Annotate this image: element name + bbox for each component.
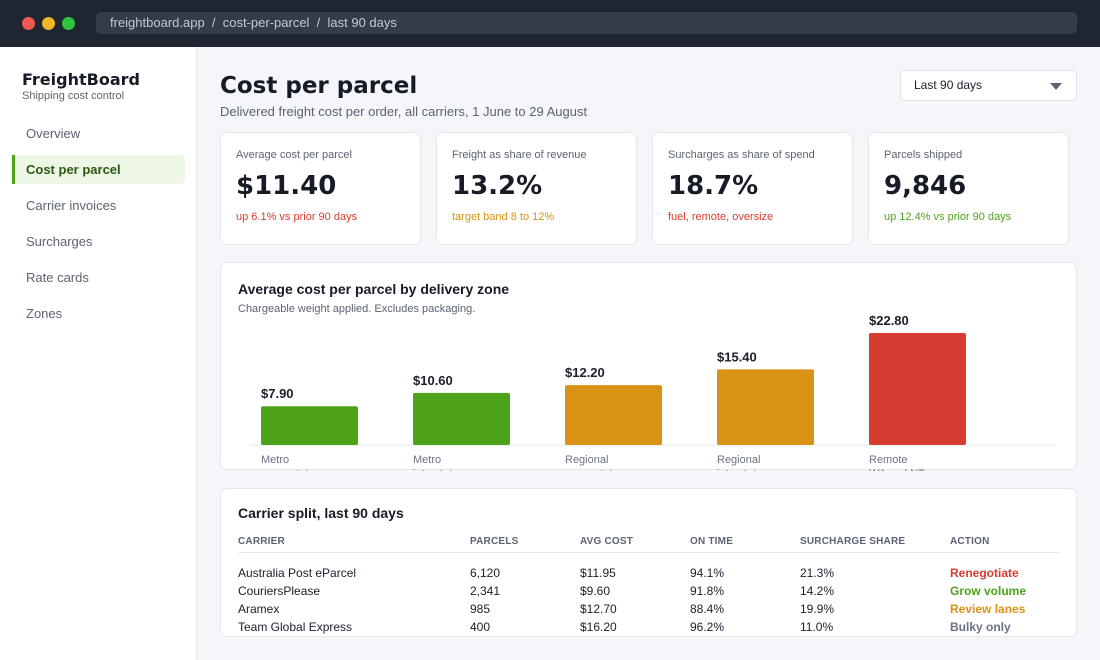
kpi-label: Surcharges as share of spend (668, 149, 815, 161)
x-tick-label: interstate (717, 468, 762, 471)
url-part-range: last 90 days (327, 15, 397, 30)
bar-zone-4 (717, 369, 814, 445)
kpi-card-surcharge-share: Surcharges as share of spend 18.7% fuel,… (652, 132, 853, 245)
cell-surcharge-share: 14.2% (800, 584, 835, 598)
carrier-split-card: Carrier split, last 90 days CARRIER PARC… (220, 488, 1077, 637)
bar-zone-3 (565, 385, 662, 445)
close-window-button[interactable] (22, 17, 35, 30)
cell-carrier: Aramex (238, 602, 280, 616)
action-link-renegotiate[interactable]: Renegotiate (950, 566, 1019, 580)
page-subtitle: Delivered freight cost per order, all ca… (220, 104, 588, 119)
maximize-window-button[interactable] (62, 17, 75, 30)
x-tick-label: Remote (869, 454, 908, 466)
cell-avg-cost: $11.95 (580, 566, 616, 580)
action-link-bulky-only[interactable]: Bulky only (950, 620, 1011, 634)
sidebar-item-zones[interactable]: Zones (26, 306, 63, 321)
cell-carrier: Team Global Express (238, 620, 353, 634)
bar-value-label: $10.60 (413, 373, 453, 388)
kpi-card-freight-share: Freight as share of revenue 13.2% target… (436, 132, 637, 245)
address-bar[interactable]: freightboard.app / cost-per-parcel / las… (96, 12, 1077, 34)
x-tick-label: Regional (717, 454, 760, 466)
sidebar-item-carrier-invoices[interactable]: Carrier invoices (26, 198, 117, 213)
cell-avg-cost: $9.60 (580, 584, 611, 598)
x-tick-label: interstate (413, 468, 458, 471)
cell-parcels: 400 (470, 620, 491, 634)
kpi-label: Freight as share of revenue (452, 149, 587, 161)
cell-on-time: 88.4% (690, 602, 725, 616)
column-header-avg-cost: AVG COST (580, 536, 634, 547)
column-header-action: ACTION (950, 536, 990, 547)
zone-bar-chart: $7.90 Metro same state $10.60 Metro interstat… (249, 313, 1054, 471)
url-part-domain: freightboard.app (110, 15, 205, 30)
cell-on-time: 91.8% (690, 584, 725, 598)
date-range-value: Last 90 days (914, 78, 983, 92)
brand-name: FreightBoard (22, 70, 140, 89)
chart-title: Average cost per parcel by delivery zone (238, 281, 510, 297)
cell-parcels: 985 (470, 602, 491, 616)
cell-carrier: Australia Post eParcel (238, 566, 357, 580)
sidebar-item-surcharges[interactable]: Surcharges (26, 234, 93, 249)
kpi-label: Average cost per parcel (236, 149, 352, 161)
kpi-value: $11.40 (236, 171, 337, 201)
column-header-carrier: CARRIER (238, 536, 285, 547)
kpi-value: 9,846 (884, 171, 967, 201)
x-tick-label: same state (565, 468, 619, 471)
cell-parcels: 6,120 (470, 566, 501, 580)
cell-avg-cost: $12.70 (580, 602, 617, 616)
bar-zone-1 (261, 406, 358, 445)
cell-parcels: 2,341 (470, 584, 501, 598)
table-title: Carrier split, last 90 days (238, 505, 404, 521)
minimize-window-button[interactable] (42, 17, 55, 30)
table-header-divider (238, 552, 1060, 553)
date-range-select[interactable]: Last 90 days (900, 70, 1077, 101)
cell-avg-cost: $16.20 (580, 620, 617, 634)
kpi-value: 13.2% (452, 171, 543, 201)
window-titlebar: freightboard.app / cost-per-parcel / las… (0, 0, 1100, 47)
page-title: Cost per parcel (220, 73, 418, 99)
cell-surcharge-share: 11.0% (800, 620, 834, 634)
bar-value-label: $22.80 (869, 313, 909, 328)
brand-tagline: Shipping cost control (22, 90, 125, 102)
zone-cost-chart-card: Average cost per parcel by delivery zone… (220, 262, 1077, 471)
action-link-review-lanes[interactable]: Review lanes (950, 602, 1026, 616)
chart-subtitle: Chargeable weight applied. Excludes pack… (238, 303, 476, 315)
x-tick-label: same state (261, 468, 315, 471)
cell-on-time: 96.2% (690, 620, 725, 634)
bar-zone-2 (413, 392, 510, 445)
kpi-value: 18.7% (668, 171, 759, 201)
kpi-note: target band 8 to 12% (452, 211, 555, 223)
chevron-down-icon (1050, 83, 1062, 90)
sidebar-item-rate-cards[interactable]: Rate cards (26, 270, 89, 285)
x-tick-label: WA and NT (869, 468, 925, 471)
column-header-on-time: ON TIME (690, 536, 734, 547)
kpi-note: up 12.4% vs prior 90 days (884, 211, 1012, 223)
bar-value-label: $12.20 (565, 365, 605, 380)
cell-on-time: 94.1% (690, 566, 725, 580)
x-tick-label: Metro (261, 454, 289, 466)
cell-carrier: CouriersPlease (238, 584, 321, 598)
sidebar-item-overview[interactable]: Overview (26, 126, 81, 141)
sidebar: FreightBoard Shipping cost control Overv… (0, 47, 197, 660)
cell-surcharge-share: 21.3% (800, 566, 835, 580)
url-part-page: cost-per-parcel (222, 15, 310, 30)
column-header-parcels: PARCELS (470, 536, 519, 547)
bar-zone-5 (869, 333, 966, 445)
x-tick-label: Regional (565, 454, 608, 466)
bar-value-label: $15.40 (717, 349, 757, 364)
column-header-surcharge-share: SURCHARGE SHARE (800, 536, 906, 547)
kpi-note: up 6.1% vs prior 90 days (236, 211, 358, 223)
cell-surcharge-share: 19.9% (800, 602, 835, 616)
kpi-note: fuel, remote, oversize (668, 211, 774, 223)
bar-value-label: $7.90 (261, 386, 294, 401)
x-tick-label: Metro (413, 454, 441, 466)
kpi-card-avg-cost: Average cost per parcel $11.40 up 6.1% v… (220, 132, 421, 245)
sidebar-item-cost-per-parcel[interactable]: Cost per parcel (12, 155, 185, 184)
kpi-label: Parcels shipped (884, 149, 963, 161)
kpi-card-parcels-shipped: Parcels shipped 9,846 up 12.4% vs prior … (868, 132, 1069, 245)
action-link-grow-volume[interactable]: Grow volume (950, 584, 1027, 598)
